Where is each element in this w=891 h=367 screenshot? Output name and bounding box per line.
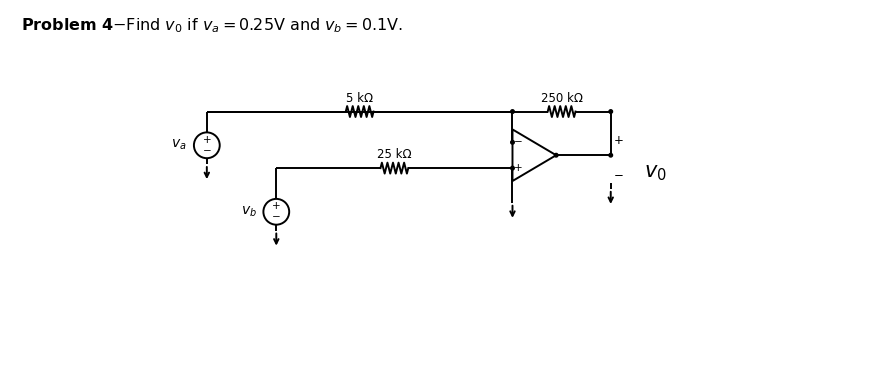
Text: $v_b$: $v_b$ [241,204,257,219]
Text: +: + [614,134,624,147]
Circle shape [554,153,558,157]
Circle shape [609,110,612,113]
Text: +: + [202,135,211,145]
Text: $v_a$: $v_a$ [171,138,187,153]
Text: −: − [614,168,624,182]
Text: +: + [514,163,523,173]
Text: $v_0$: $v_0$ [644,163,666,183]
Text: +: + [272,201,281,211]
Text: 250 kΩ: 250 kΩ [541,92,583,105]
Circle shape [511,110,514,113]
Text: −: − [514,137,523,147]
Text: 25 kΩ: 25 kΩ [377,148,412,161]
Text: 5 kΩ: 5 kΩ [346,92,373,105]
Text: −: − [202,146,211,156]
Text: $\bf{Problem\ 4}$$ - $Find $v_0$ if $v_a$$=$0.25V and $v_b$$=$0.1V.: $\bf{Problem\ 4}$$ - $Find $v_0$ if $v_a… [21,16,404,35]
Circle shape [511,166,514,170]
Circle shape [511,141,514,144]
Circle shape [609,153,612,157]
Text: −: − [272,212,281,222]
